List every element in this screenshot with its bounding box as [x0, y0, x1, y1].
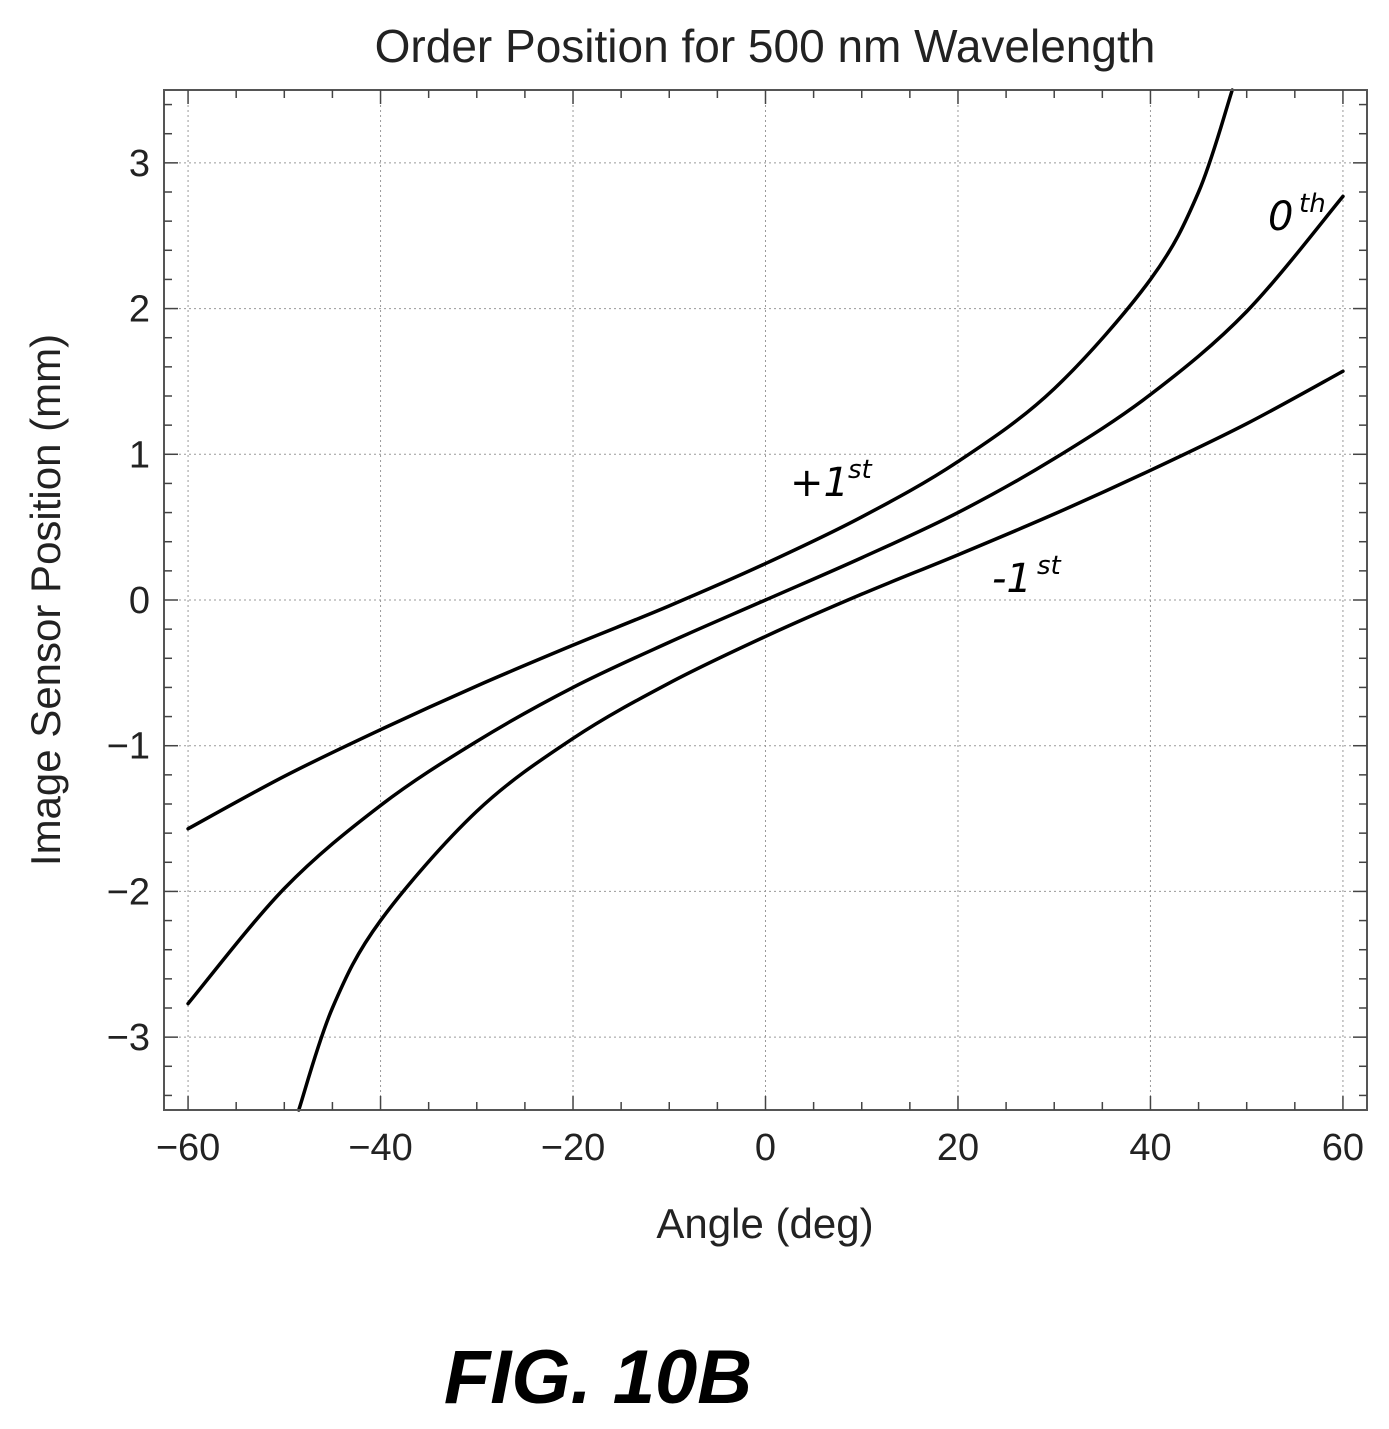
y-tick-label: 1 — [129, 434, 150, 476]
y-tick-label: −3 — [107, 1017, 150, 1059]
x-tick-label: 40 — [1129, 1127, 1171, 1169]
y-tick-label: 0 — [129, 580, 150, 622]
tick-layer: −60 −40 −20 0 20 40 60 3 2 1 0 −1 −2 −3 — [107, 90, 1367, 1169]
series-label-minus-first-sup: st — [1037, 551, 1062, 581]
x-tick-label: −20 — [541, 1127, 605, 1169]
series-line — [186, 194, 1345, 1006]
series-label-zeroth: 0 th — [1268, 189, 1326, 240]
series-label-plus-first: +1 st — [790, 455, 873, 506]
figure-caption: FIG. 10B — [444, 1335, 752, 1420]
series-label-minus-first-main: -1 — [992, 556, 1032, 602]
y-tick-label: 3 — [129, 143, 150, 185]
chart-title: Order Position for 500 nm Wavelength — [375, 20, 1156, 72]
x-tick-label: −60 — [156, 1127, 220, 1169]
series-line — [186, 88, 1235, 831]
y-tick-label: −2 — [107, 871, 150, 913]
x-axis-label: Angle (deg) — [656, 1200, 873, 1247]
x-tick-label: 60 — [1322, 1127, 1364, 1169]
x-tick-label: 20 — [937, 1127, 979, 1169]
series-label-zeroth-sup: th — [1299, 189, 1326, 219]
series-layer — [186, 88, 1345, 1112]
x-tick-label: −40 — [348, 1127, 412, 1169]
series-label-zeroth-main: 0 — [1268, 194, 1293, 240]
y-tick-label: −1 — [107, 726, 150, 768]
series-label-plus-first-sup: st — [848, 455, 873, 485]
y-tick-label: 2 — [129, 289, 150, 331]
series-line — [296, 369, 1345, 1112]
y-axis-label: Image Sensor Position (mm) — [22, 334, 69, 866]
x-tick-label: 0 — [755, 1127, 776, 1169]
grid-layer — [164, 90, 1367, 1110]
series-label-minus-first: -1 st — [992, 551, 1062, 602]
series-label-plus-first-main: +1 — [790, 460, 849, 506]
